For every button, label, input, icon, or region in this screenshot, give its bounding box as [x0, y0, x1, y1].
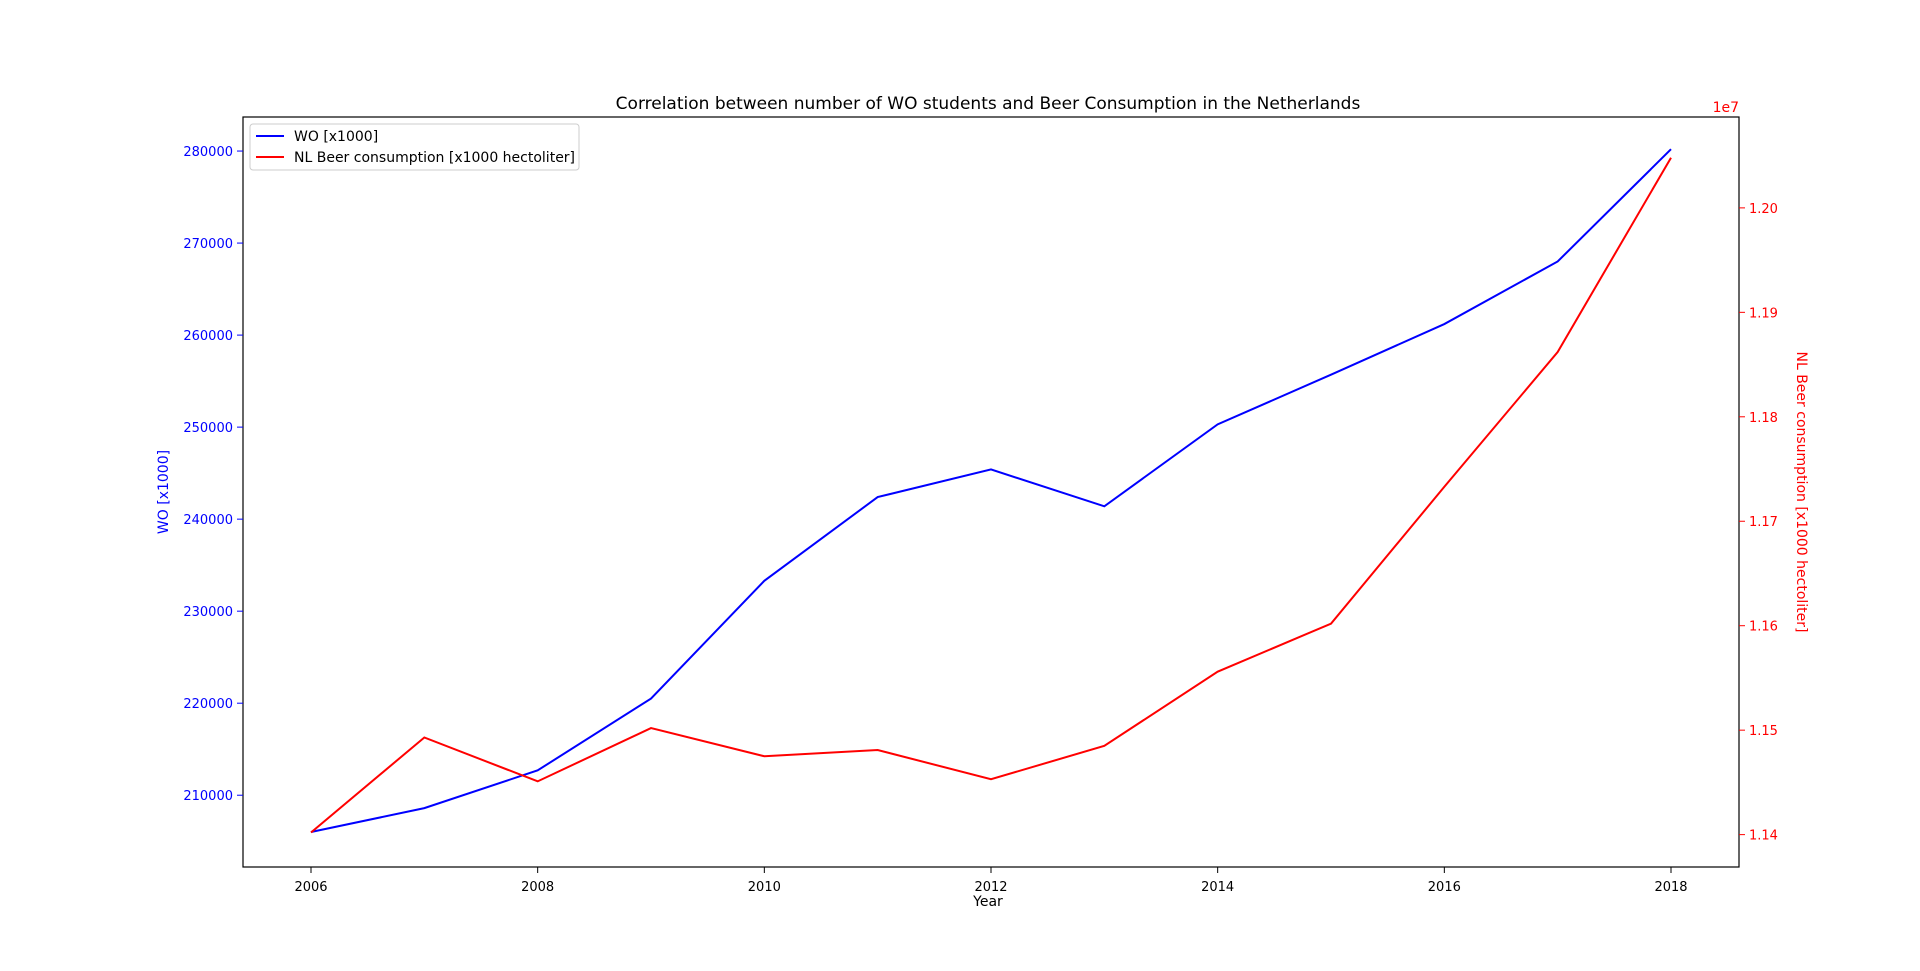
- x-tick-label: 2006: [294, 880, 327, 895]
- left-y-tick-label: 280000: [183, 145, 233, 160]
- left-y-tick-label: 260000: [183, 329, 233, 344]
- right-y-tick-label: 1.16: [1749, 620, 1778, 635]
- series-line-beer: [310, 157, 1672, 834]
- right-y-axis-offset-text: 1e7: [1713, 100, 1739, 116]
- right-y-tick-label: 1.14: [1749, 829, 1778, 844]
- right-y-tick-label: 1.18: [1749, 411, 1778, 426]
- right-y-tick-label: 1.19: [1749, 306, 1778, 321]
- x-tick-label: 2018: [1654, 880, 1687, 895]
- x-tick-label: 2014: [1201, 880, 1234, 895]
- left-y-tick-label: 240000: [183, 513, 233, 528]
- legend: WO [x1000] NL Beer consumption [x1000 he…: [249, 123, 580, 171]
- left-y-tick-label: 220000: [183, 697, 233, 712]
- legend-label-wo: WO [x1000]: [294, 129, 378, 145]
- right-y-axis-ticks: 1.14 1.15 1.16 1.17 1.18 1.19 1.20: [1739, 202, 1778, 844]
- right-y-tick-label: 1.15: [1749, 724, 1778, 739]
- left-y-axis-ticks: 210000 220000 230000 240000 250000 260000 2700…: [183, 145, 243, 804]
- x-tick-label: 2012: [974, 880, 1007, 895]
- right-y-tick-label: 1.20: [1749, 202, 1778, 217]
- x-axis-ticks: 2006 2008 2010 2012 2014 2016 2018: [294, 867, 1688, 895]
- right-y-tick-label: 1.17: [1749, 515, 1778, 530]
- right-y-axis-label: NL Beer consumption [x1000 hectoliter]: [1793, 351, 1809, 632]
- legend-label-beer: NL Beer consumption [x1000 hectoliter]: [294, 150, 575, 166]
- left-y-tick-label: 230000: [183, 605, 233, 620]
- left-y-tick-label: 250000: [183, 421, 233, 436]
- chart-title: Correlation between number of WO student…: [616, 94, 1361, 114]
- x-tick-label: 2008: [521, 880, 554, 895]
- x-tick-label: 2010: [748, 880, 781, 895]
- left-y-tick-label: 270000: [183, 237, 233, 252]
- x-axis-label: Year: [972, 894, 1003, 910]
- x-tick-label: 2016: [1428, 880, 1461, 895]
- legend-box: [249, 123, 580, 171]
- series-line-wo: [310, 148, 1672, 834]
- left-y-axis-label: WO [x1000]: [156, 450, 172, 534]
- left-y-tick-label: 210000: [183, 789, 233, 804]
